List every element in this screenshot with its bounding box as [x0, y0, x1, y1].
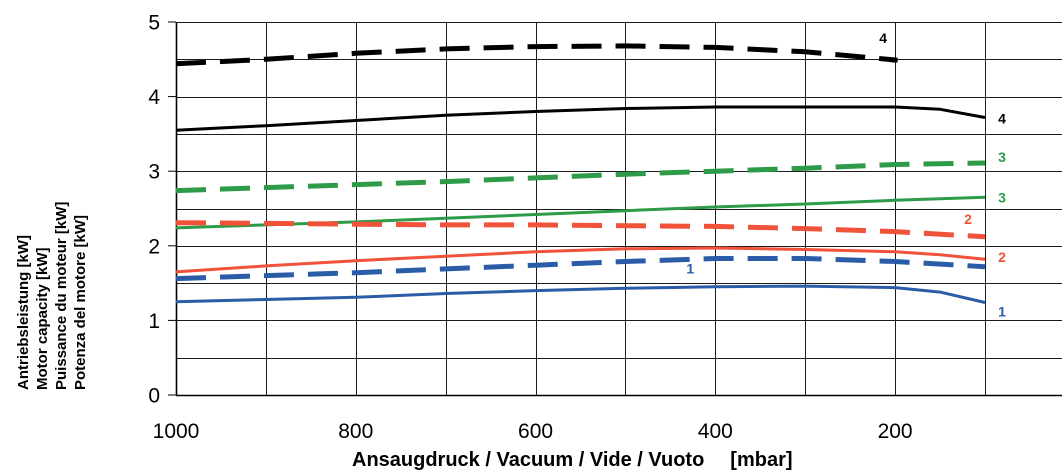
x-axis-unit: [mbar]	[730, 449, 793, 471]
y-axis-title-line: Potenza del motore [kW]	[72, 214, 89, 390]
y-axis-title-line: Antriebsleistung [kW]	[15, 234, 32, 390]
series-line-2-dashed	[175, 220, 986, 240]
y-tick-label: 4	[148, 86, 160, 109]
series-label: 3	[998, 149, 1006, 165]
series-label: 3	[998, 189, 1006, 205]
x-tick-label: 400	[698, 420, 733, 443]
series-line-3-dashed	[175, 160, 986, 194]
x-tick-label: 200	[878, 420, 913, 443]
series-label: 1	[998, 303, 1006, 319]
x-axis-title-text: Ansaugdruck / Vacuum / Vide / Vuoto	[352, 449, 705, 471]
series-line-1-solid	[175, 284, 986, 304]
y-axis-title: Antriebsleistung [kW] Motor capacity [kW…	[14, 148, 90, 390]
y-tick-label: 2	[148, 235, 160, 258]
series-line-4-solid	[175, 105, 986, 132]
series-label: 2	[998, 249, 1006, 265]
y-axis-title-line: Motor capacity [kW]	[34, 247, 51, 390]
series-line-4-dashed	[175, 43, 896, 67]
x-tick-label: 1000	[153, 420, 200, 443]
series-line-2-solid	[175, 246, 986, 274]
y-axis-title-line: Puissance du moteur [kW]	[53, 201, 70, 390]
series-label: 4	[879, 30, 887, 46]
series-line-1-dashed	[175, 256, 986, 282]
series-label: 1	[686, 260, 694, 276]
x-axis-title: Ansaugdruck / Vacuum / Vide / Vuoto [mbar…	[352, 449, 793, 472]
y-tick-label: 3	[148, 161, 160, 184]
series-label: 2	[964, 211, 972, 227]
y-tick-label: 1	[148, 310, 160, 333]
x-tick-label: 800	[338, 420, 373, 443]
y-tick-label: 5	[148, 12, 160, 35]
series-end-marker	[892, 57, 898, 63]
x-tick-label: 600	[518, 420, 553, 443]
series-label: 4	[998, 110, 1006, 126]
y-tick-label: 0	[148, 385, 160, 408]
